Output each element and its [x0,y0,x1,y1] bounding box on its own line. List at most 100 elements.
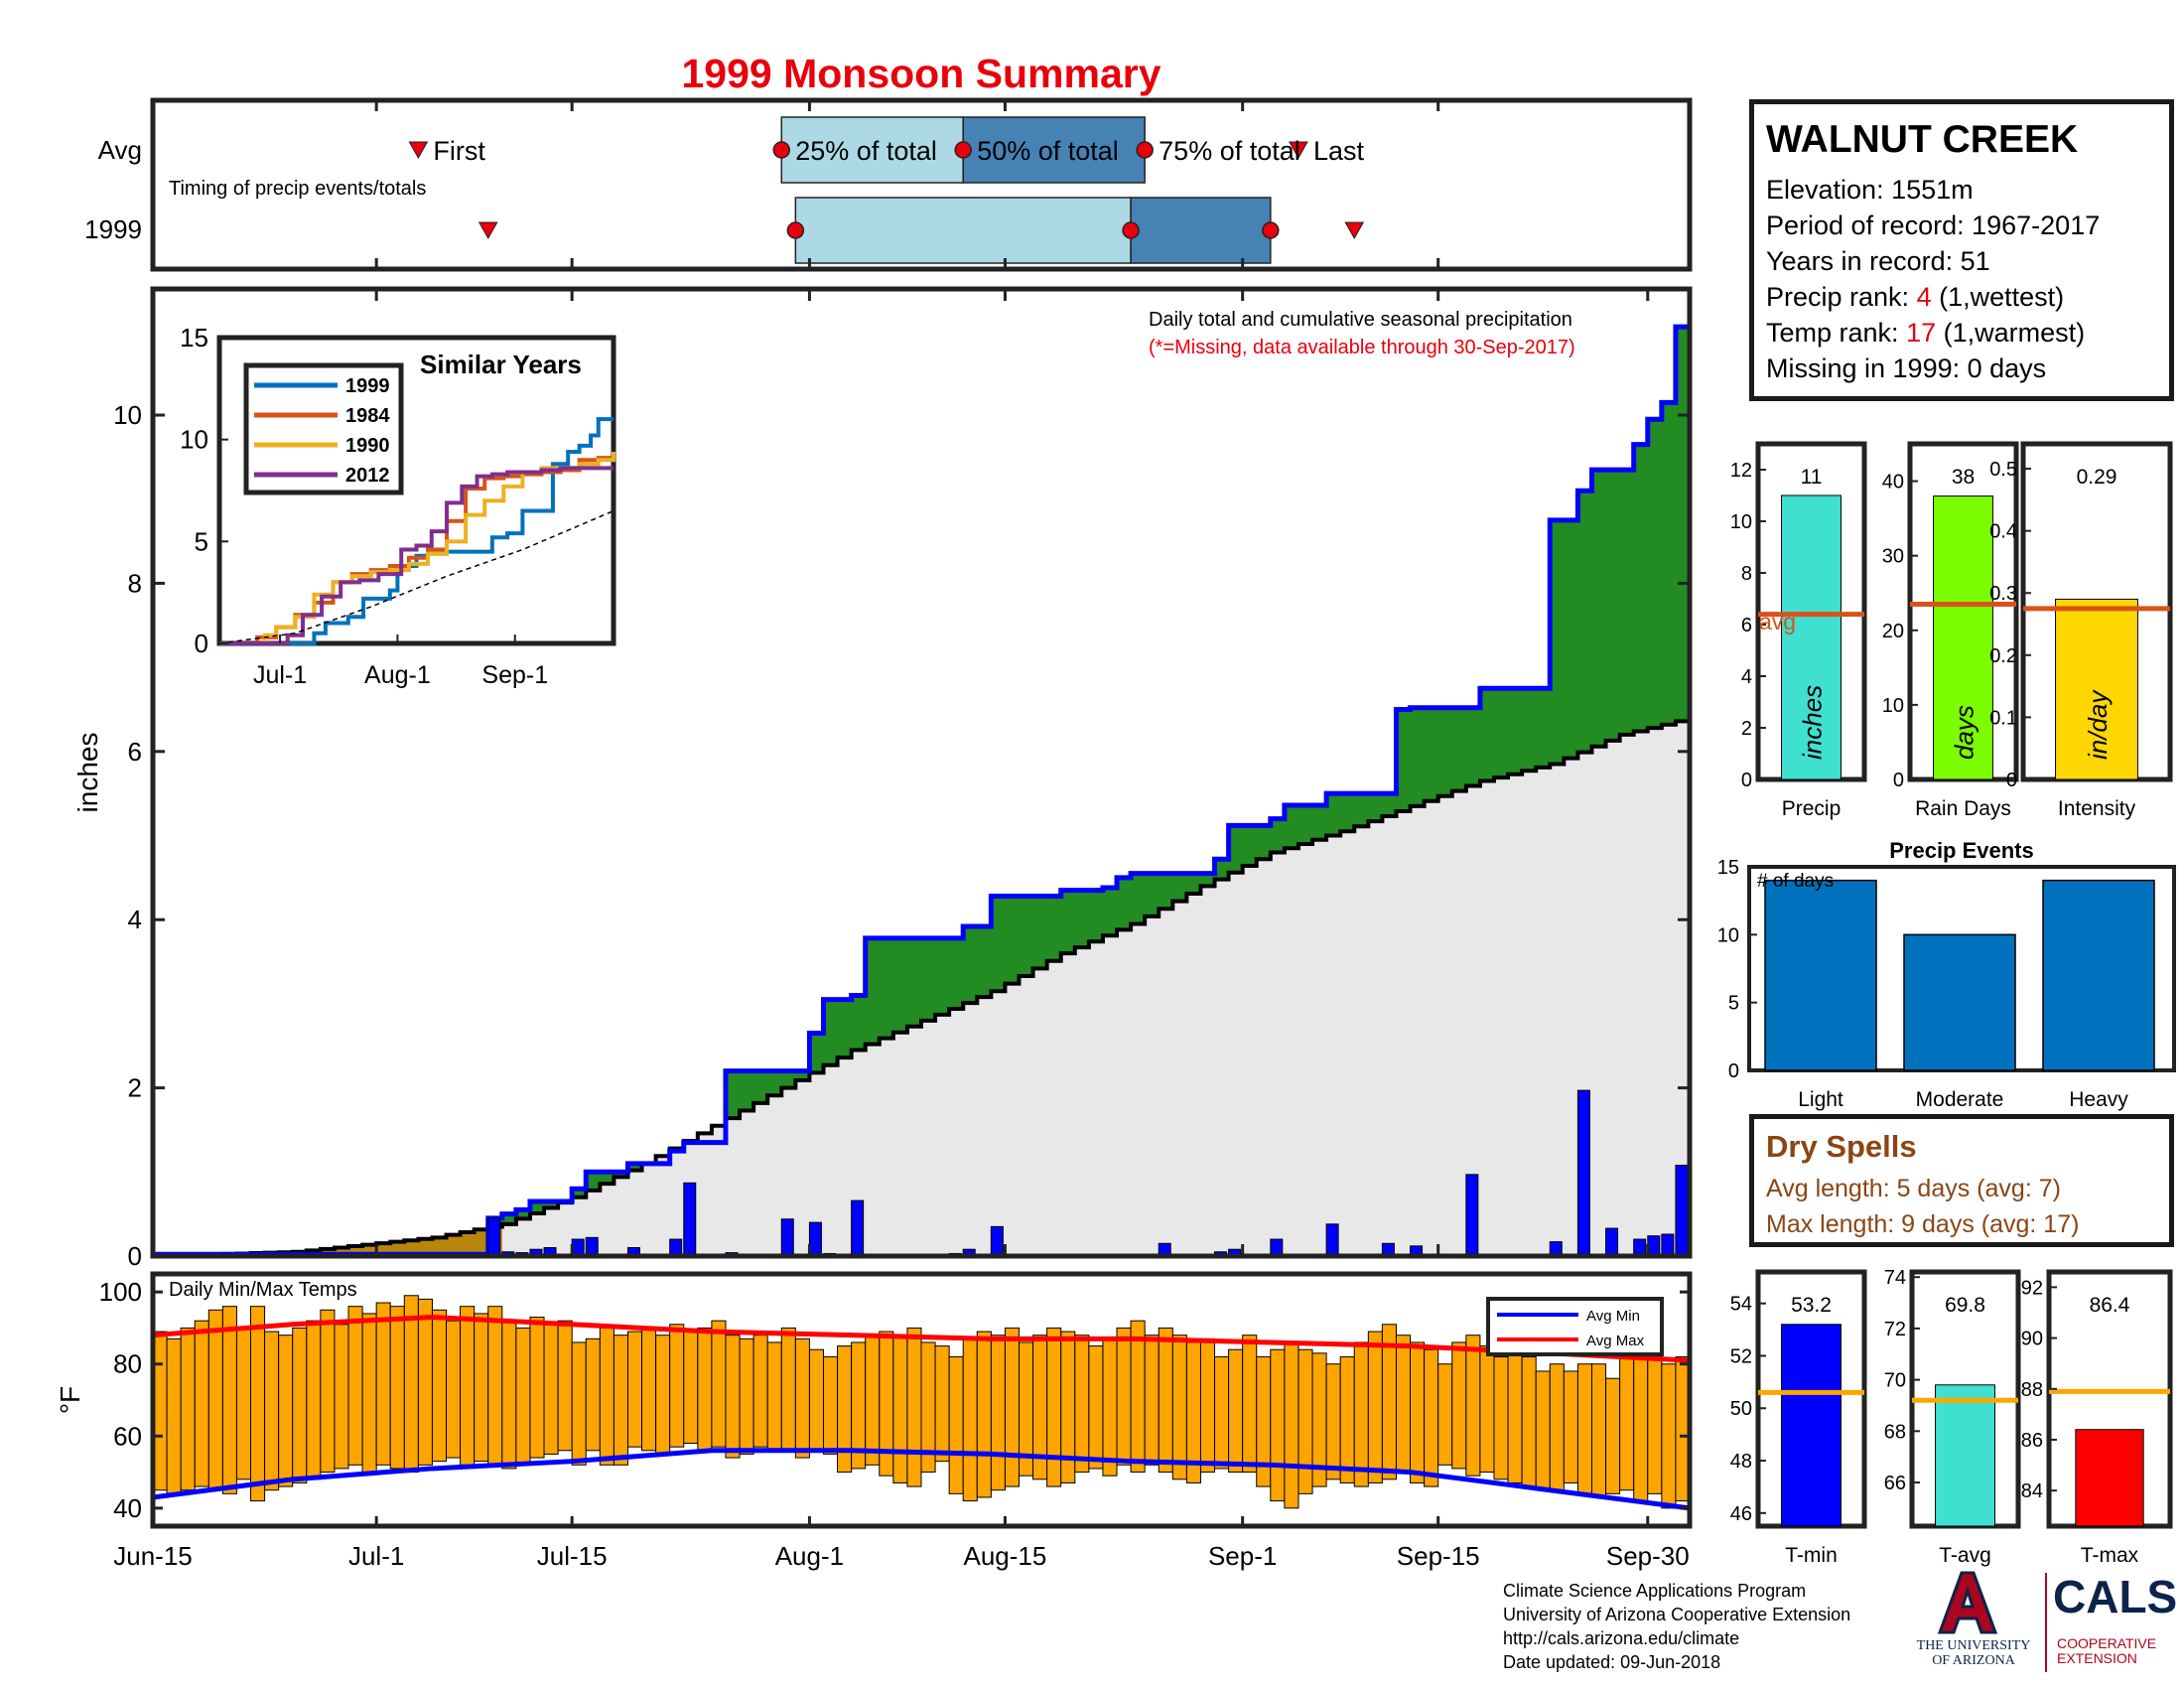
university-logo-icon [1937,1571,1998,1634]
t-max-stat-bar [2075,1429,2144,1527]
daily-precip-bar [1576,1089,1590,1257]
t-avg-stat-ytick-label: 70 [1884,1370,1906,1392]
precip-events-chart: Precip Events Light Moderate Heavy 0 5 10 15 # o… [1717,838,2176,1111]
intensity-stat-ytick-label: 0 [2006,770,2017,791]
t-avg-stat-ytick-label: 72 [1884,1319,1906,1340]
daily-precip-bar [1647,1235,1661,1257]
cumulative-1999-line [153,324,1690,1257]
t-min-stat-ytick-label: 50 [1730,1398,1752,1420]
daily-temp-bar [1144,1335,1160,1466]
t-avg-stat-value-label: 69.8 [1945,1294,1985,1317]
1999-first-marker-icon [478,221,498,240]
daily-temp-bar [1521,1355,1537,1487]
t-min-stat-bar [1781,1324,1842,1527]
daily-temp-bar [347,1306,363,1466]
intensity-stat-ytick-label: 0.5 [1989,459,2017,481]
avg-p25-label: 25% of total [795,136,937,166]
events-title: Precip Events [1889,838,2034,863]
footer-url[interactable]: http://cals.arizona.edu/climate [1503,1628,1740,1648]
daily-temp-bar [1661,1363,1677,1509]
t-max-stat-category-label: T-max [2081,1544,2139,1567]
daily-temp-bar [683,1331,699,1445]
daily-temp-bar [613,1335,628,1466]
legend-avg-min: Avg Min [1586,1308,1640,1325]
footer-program: Climate Science Applications Program [1503,1581,1807,1601]
t-avg-stat-bar [1935,1384,1995,1527]
logo-divider [2045,1573,2047,1672]
season-stat-charts: 0 2 4 6 8 10 12 11 Precip inches 0 10 20 30 40 38 Rain D… [1730,441,2173,820]
intensity-stat-ytick-label: 0.3 [1989,583,2017,605]
daily-temp-bar [529,1317,545,1459]
daily-temp-bar [1563,1370,1578,1483]
precip-avg-label: avg [1759,609,1796,634]
daily-precip-bar [1325,1223,1339,1257]
deficit-area [153,1226,502,1256]
daily-temp-bar [976,1331,992,1498]
legend-avg-max: Avg Max [1586,1333,1645,1349]
missing-days: Missing in 1999: 0 days [1766,353,2047,383]
date-axis-label: Aug-15 [964,1541,1047,1571]
precip-stat-category-label: Precip [1782,797,1842,820]
temps-ytick-label: 100 [99,1277,142,1307]
daily-temp-bar [543,1324,559,1455]
precip-stat-value-label: 11 [1801,466,1823,489]
1999-p75-marker-icon [1262,221,1280,239]
daily-precip-bar [1633,1238,1647,1257]
precip-rank: Precip rank: 4 (1,wettest) [1766,282,2065,312]
station-info-box: WALNUT CREEK Elevation: 1551m Period of … [1749,99,2174,401]
t-avg-stat-ytick-label: 66 [1884,1473,1906,1494]
daily-temp-bar [487,1306,503,1466]
daily-temp-bar [822,1355,839,1455]
university-wordmark: THE UNIVERSITY OF ARIZONA [1916,1638,2031,1668]
daily-temp-bar [948,1355,964,1494]
daily-temp-bar [1004,1327,1021,1487]
daily-temp-bar [906,1327,922,1487]
daily-temp-bar [655,1335,671,1455]
t-avg-stat-category-label: T-avg [1939,1544,1991,1567]
daily-temp-bar [1633,1348,1649,1502]
avg-last-marker-icon [1289,141,1308,160]
figure-title: 1999 Monsoon Summary [681,51,1160,96]
intensity-stat-value-label: 0.29 [2077,466,2117,489]
temps-ylabel: °F [55,1386,85,1414]
daily-temp-bar [1339,1355,1355,1483]
precip-stat-bar [1781,494,1842,780]
date-axis-label: Sep-30 [1606,1541,1690,1571]
1999-q3-box [1130,197,1272,264]
daily-temp-bar [1242,1335,1258,1474]
t-max-stat-value-label: 86.4 [2090,1294,2130,1317]
daily-temp-bar [780,1327,796,1452]
t-min-stat-ytick-label: 52 [1730,1345,1752,1367]
avg-p50-label: 50% of total [977,136,1119,166]
inset-xtick-label: Aug-1 [364,661,431,689]
daily-temp-bar [808,1348,824,1452]
t-min-stat-ytick-label: 46 [1730,1503,1752,1525]
1999-last-marker-icon [1344,221,1365,240]
temps-ytick-label: 60 [113,1421,142,1451]
station-elevation: Elevation: 1551m [1766,175,1974,205]
avg-p50-marker-icon [954,141,972,159]
daily-temp-bar [962,1337,978,1502]
daily-temp-bar [361,1313,377,1474]
t-max-stat-ytick-label: 86 [2021,1430,2043,1452]
precip-note: Daily total and cumulative seasonal prec… [1149,309,1572,331]
daily-precip-bar [585,1236,599,1257]
daily-temp-bar [180,1327,196,1491]
date-axis-labels: Jun-15 Jul-1 Jul-15 Aug-1 Aug-15 Sep-1 Sep-15 S… [113,1541,1689,1571]
daily-temp-bar [1158,1327,1173,1474]
daily-temp-bar [571,1341,587,1466]
rain-days-stat-bar [1933,495,1993,780]
daily-temp-bar [1576,1363,1592,1494]
intensity-stat-bar [2055,598,2138,780]
daily-temp-bar [306,1320,322,1480]
daily-temp-bar [375,1302,391,1466]
daily-temp-bar [1549,1363,1565,1491]
t-max-stat-ytick-label: 90 [2021,1329,2043,1350]
daily-temp-bar [837,1345,853,1474]
daily-precip-bar [1675,1165,1689,1257]
precip-stat-ytick-label: 8 [1741,563,1752,585]
inset-ytick-label: 0 [195,629,208,658]
rain-days-stat-unit-label: days [1950,705,1979,760]
precip-ytick-label: 4 [128,905,142,934]
date-axis-label: Jul-1 [348,1541,404,1571]
